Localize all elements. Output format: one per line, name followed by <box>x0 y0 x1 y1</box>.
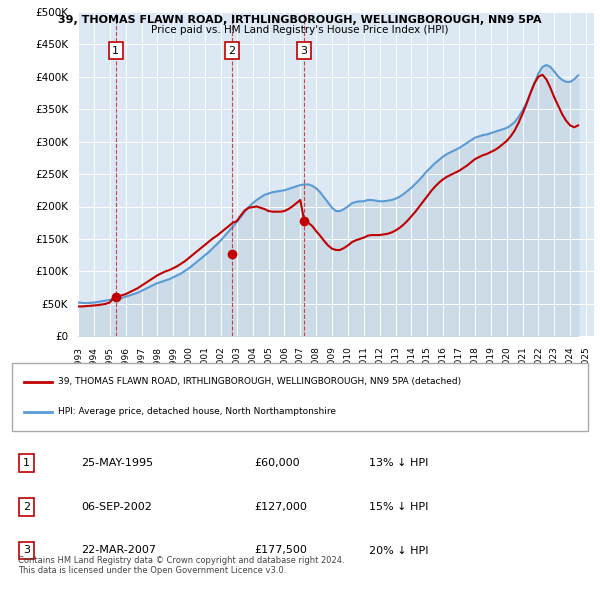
Text: 3: 3 <box>300 46 307 55</box>
Text: £60,000: £60,000 <box>254 458 299 468</box>
Text: £177,500: £177,500 <box>254 546 307 555</box>
Text: 2: 2 <box>23 502 30 512</box>
Text: 2: 2 <box>228 46 235 55</box>
Text: 39, THOMAS FLAWN ROAD, IRTHLINGBOROUGH, WELLINGBOROUGH, NN9 5PA (detached): 39, THOMAS FLAWN ROAD, IRTHLINGBOROUGH, … <box>58 378 461 386</box>
Text: 1: 1 <box>23 458 30 468</box>
Text: Price paid vs. HM Land Registry's House Price Index (HPI): Price paid vs. HM Land Registry's House … <box>151 25 449 35</box>
Text: 06-SEP-2002: 06-SEP-2002 <box>81 502 152 512</box>
Text: 25-MAY-1995: 25-MAY-1995 <box>81 458 153 468</box>
Text: £127,000: £127,000 <box>254 502 307 512</box>
Text: 3: 3 <box>23 546 30 555</box>
Text: 15% ↓ HPI: 15% ↓ HPI <box>369 502 428 512</box>
Text: 1: 1 <box>112 46 119 55</box>
Text: 13% ↓ HPI: 13% ↓ HPI <box>369 458 428 468</box>
Text: Contains HM Land Registry data © Crown copyright and database right 2024.
This d: Contains HM Land Registry data © Crown c… <box>18 556 344 575</box>
Text: 39, THOMAS FLAWN ROAD, IRTHLINGBOROUGH, WELLINGBOROUGH, NN9 5PA: 39, THOMAS FLAWN ROAD, IRTHLINGBOROUGH, … <box>58 15 542 25</box>
FancyBboxPatch shape <box>12 363 588 431</box>
Text: HPI: Average price, detached house, North Northamptonshire: HPI: Average price, detached house, Nort… <box>58 407 336 416</box>
Text: 20% ↓ HPI: 20% ↓ HPI <box>369 546 428 555</box>
Text: 22-MAR-2007: 22-MAR-2007 <box>81 546 156 555</box>
